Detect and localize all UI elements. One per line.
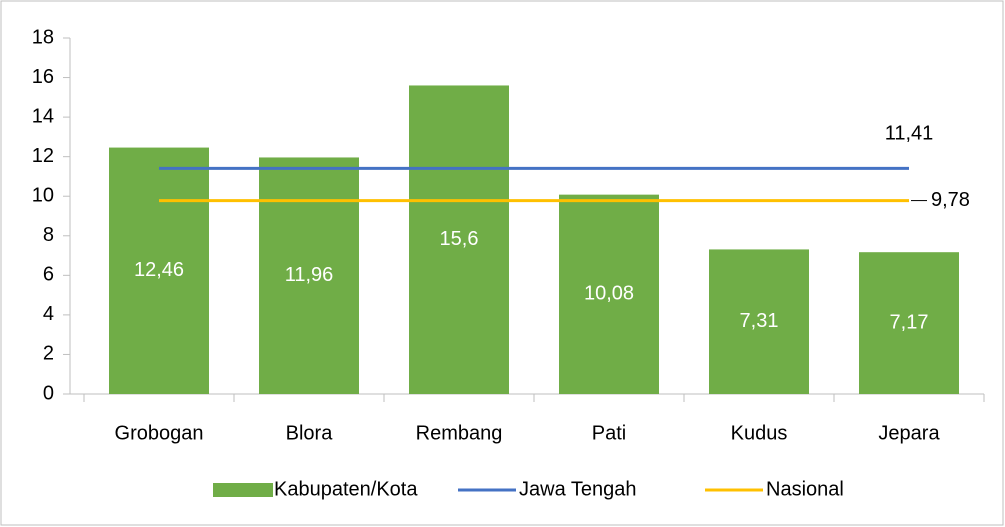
data-label: 9,78 (931, 189, 970, 211)
y-tick-label: 10 (32, 185, 54, 207)
x-tick-label: Kudus (731, 422, 788, 444)
bar (259, 157, 359, 394)
y-tick-label: 8 (43, 224, 54, 246)
legend-label: Jawa Tengah (519, 478, 637, 500)
data-label: 10,08 (584, 283, 634, 305)
y-tick-label: 14 (32, 105, 54, 127)
y-tick-label: 4 (43, 303, 54, 325)
y-tick-label: 6 (43, 264, 54, 286)
x-tick-label: Pati (592, 422, 626, 444)
x-tick-label: Grobogan (115, 422, 204, 444)
data-label: 11,96 (285, 264, 334, 286)
y-tick-label: 18 (32, 26, 54, 48)
y-tick-label: 12 (32, 145, 54, 167)
data-label: 15,6 (440, 228, 479, 250)
bar (709, 249, 809, 394)
legend-label: Nasional (766, 478, 844, 500)
x-tick-label: Rembang (416, 422, 503, 444)
y-tick-label: 0 (43, 382, 54, 404)
x-tick-label: Blora (286, 422, 334, 444)
bar (559, 194, 659, 394)
bar (859, 252, 959, 394)
data-label: 12,46 (134, 259, 184, 281)
y-tick-label: 16 (32, 66, 54, 88)
legend-swatch (213, 483, 273, 497)
data-label: 7,17 (890, 311, 929, 333)
data-label: 11,41 (885, 123, 934, 145)
bar (109, 147, 209, 394)
y-tick-label: 2 (43, 343, 54, 365)
data-label: 7,31 (740, 310, 779, 332)
legend-label: Kabupaten/Kota (274, 478, 418, 500)
x-tick-label: Jepara (878, 422, 940, 444)
bar (409, 85, 509, 394)
